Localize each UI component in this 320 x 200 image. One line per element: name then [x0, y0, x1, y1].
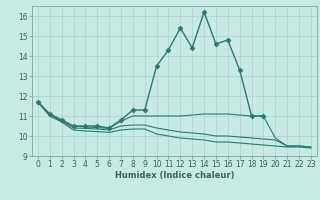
- X-axis label: Humidex (Indice chaleur): Humidex (Indice chaleur): [115, 171, 234, 180]
